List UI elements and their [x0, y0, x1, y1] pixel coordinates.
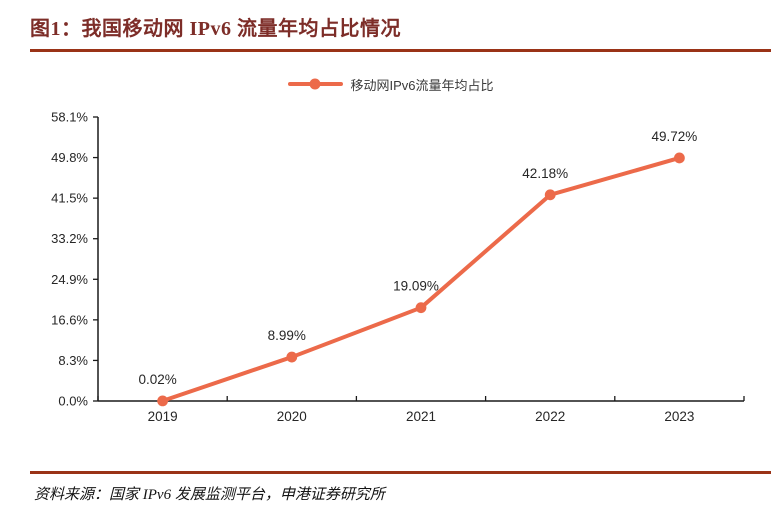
- data-point-label: 19.09%: [393, 279, 439, 294]
- data-point-2021: [415, 302, 427, 314]
- x-axis-tick-label: 2023: [664, 409, 694, 424]
- data-point-label: 49.72%: [652, 129, 698, 144]
- y-axis-tick-label: 24.9%: [51, 272, 88, 287]
- y-axis-tick-label: 49.8%: [51, 150, 88, 165]
- data-point-label: 8.99%: [268, 328, 306, 343]
- legend: 移动网IPv6流量年均占比: [287, 74, 494, 94]
- legend-label: 移动网IPv6流量年均占比: [350, 77, 494, 93]
- x-axis-tick-label: 2021: [406, 409, 436, 424]
- y-axis-tick-label: 41.5%: [51, 191, 88, 206]
- footer-rule: [30, 471, 771, 474]
- data-point-2022: [544, 189, 556, 201]
- legend-dot-icon: [309, 78, 321, 90]
- figure-title: 图1：我国移动网 IPv6 流量年均占比情况: [30, 18, 401, 40]
- data-point-label: 42.18%: [522, 166, 568, 181]
- x-axis-tick-label: 2020: [277, 409, 307, 424]
- y-axis-tick-label: 33.2%: [51, 231, 88, 246]
- data-point-2023: [674, 152, 685, 164]
- y-axis-tick-label: 0.0%: [58, 394, 88, 409]
- y-axis-tick-label: 16.6%: [51, 312, 88, 327]
- data-point-2020: [286, 351, 298, 363]
- y-axis-tick-label: 8.3%: [58, 353, 88, 368]
- legend-line-marker-icon: [287, 78, 343, 90]
- x-axis-tick-label: 2019: [148, 409, 178, 424]
- data-point-2019: [157, 395, 169, 407]
- title-rule: [30, 49, 771, 52]
- data-point-label: 0.02%: [138, 372, 176, 387]
- x-axis-tick-label: 2022: [535, 409, 565, 424]
- source-note: 资料来源：国家 IPv6 发展监测平台，申港证券研究所: [34, 487, 385, 503]
- y-axis-tick-label: 58.1%: [51, 110, 88, 125]
